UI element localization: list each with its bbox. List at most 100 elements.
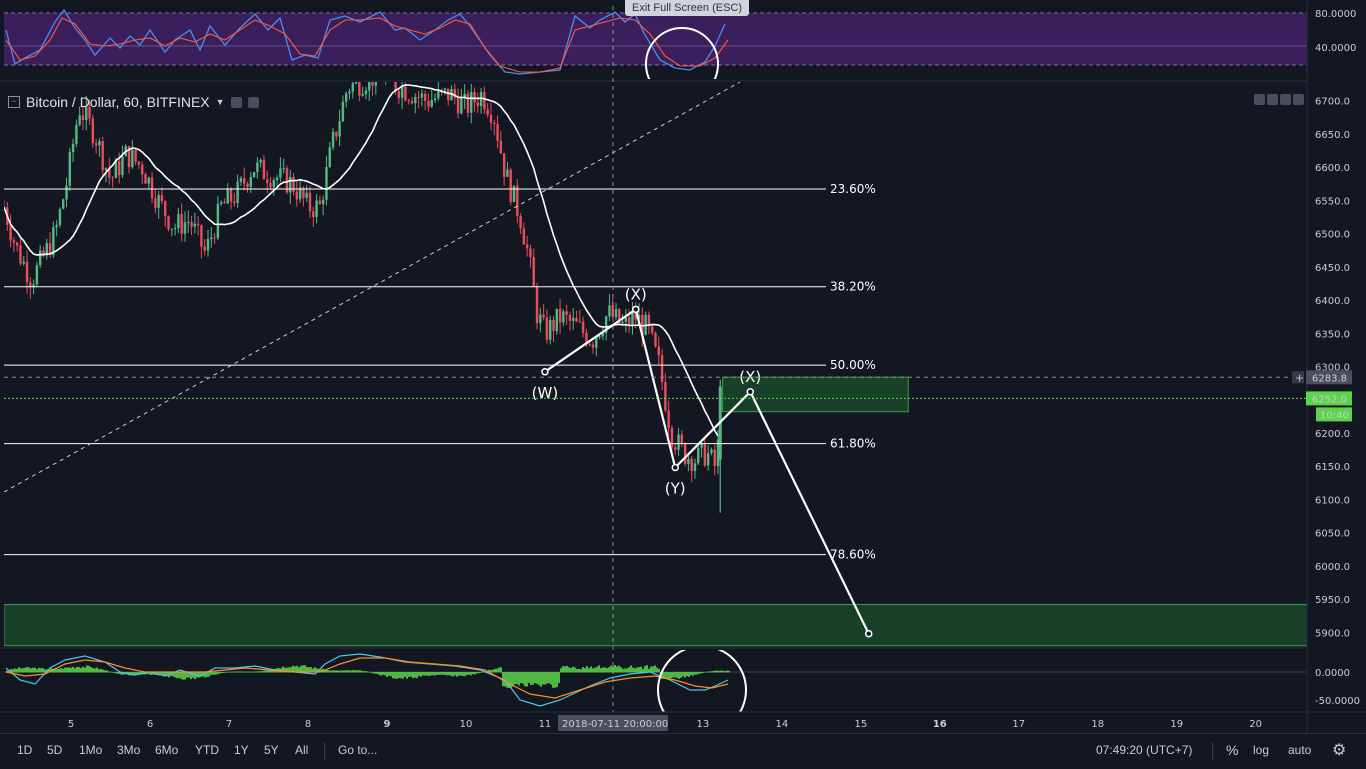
candle-body (75, 124, 78, 144)
timeframe-all[interactable]: All (295, 743, 309, 757)
macd-histogram-bar (358, 670, 360, 673)
candle-body (463, 93, 466, 99)
timeframe-5y[interactable]: 5Y (264, 743, 279, 757)
macd-histogram-bar (608, 667, 610, 673)
auto-toggle[interactable]: auto (1288, 743, 1312, 757)
wave-point (864, 629, 873, 638)
macd-histogram-bar (72, 666, 74, 673)
price-tick-label: 6200.0 (1315, 429, 1350, 440)
candle-body (374, 82, 378, 86)
candle-body (140, 164, 144, 175)
macd-histogram-bar (474, 672, 476, 675)
candle-body (249, 177, 252, 187)
candle-body (338, 121, 341, 137)
timeframe-6mo[interactable]: 6Mo (155, 743, 179, 757)
candle-body (157, 195, 160, 208)
macd-histogram (6, 665, 730, 688)
symbol-title[interactable]: Bitcoin / Dollar, 60, BITFINEX (26, 94, 210, 110)
price-pane[interactable]: 23.60% 38.20% 50.00% 61.80% 78.60% (W) (X) (Y)… (3, 51, 1307, 647)
candle-body (420, 93, 424, 98)
macd-histogram-bar (266, 670, 268, 673)
candle-body (516, 185, 519, 216)
wave-label: (W) (532, 384, 559, 402)
macd-histogram-bar (632, 667, 634, 673)
macd-histogram-bar (348, 670, 350, 673)
log-toggle[interactable]: log (1253, 743, 1270, 757)
macd-histogram-bar (148, 672, 150, 675)
macd-histogram-bar (78, 667, 80, 673)
pane-buttons (1254, 94, 1304, 105)
candle-body (164, 201, 167, 217)
candle-body (269, 183, 272, 188)
macd-histogram-bar (436, 672, 438, 675)
macd-histogram-bar (666, 672, 668, 678)
percent-toggle[interactable]: % (1226, 742, 1239, 758)
macd-histogram-bar (540, 672, 542, 687)
macd-histogram-bar (102, 669, 104, 673)
timeframe-ytd[interactable]: YTD (195, 743, 219, 757)
candle-body (562, 311, 565, 323)
move-down-icon[interactable] (1267, 94, 1278, 105)
candle-body (206, 239, 210, 251)
timeframe-3mo[interactable]: 3Mo (117, 743, 141, 757)
macd-histogram-bar (556, 672, 558, 688)
time-tick-label: 17 (1012, 719, 1025, 730)
rsi-highlight-circle (645, 27, 719, 79)
candle-body (433, 98, 437, 101)
macd-histogram-bar (88, 665, 90, 673)
candle-body (545, 317, 549, 340)
macd-histogram-bar (590, 666, 592, 673)
candle-body (670, 427, 674, 448)
maximize-icon[interactable] (1280, 94, 1291, 105)
macd-histogram-bar (384, 672, 386, 676)
macd-histogram-bar (588, 668, 590, 673)
macd-histogram-bar (548, 672, 550, 684)
macd-histogram-bar (680, 672, 682, 678)
clock-timezone[interactable]: 07:49:20 (UTC+7) (1096, 743, 1193, 757)
price-tick-label: 6600.0 (1315, 163, 1350, 174)
timeframe-1y[interactable]: 1Y (234, 743, 249, 757)
timeframe-1d[interactable]: 1D (17, 743, 33, 757)
candle-body (29, 282, 32, 288)
candle-body (417, 97, 420, 99)
move-up-icon[interactable] (1254, 94, 1265, 105)
macd-histogram-bar (298, 667, 300, 673)
macd-histogram-bar (116, 672, 118, 674)
candle-body (674, 447, 677, 450)
source-icon[interactable] (247, 96, 259, 108)
macd-histogram-bar (114, 672, 116, 674)
exit-fullscreen-button[interactable]: Exit Full Screen (ESC) (625, 0, 749, 16)
gear-icon[interactable]: ⚙ (1332, 742, 1347, 759)
candle-body (532, 257, 535, 287)
close-icon[interactable] (1293, 94, 1304, 105)
price-axis[interactable]: 6700.0 6650.0 6600.0 6550.0 6500.0 6450.0 6400… (1315, 97, 1350, 640)
symbol-legend[interactable]: − Bitcoin / Dollar, 60, BITFINEX ▼ (8, 94, 259, 110)
macd-histogram-bar (710, 671, 712, 673)
candle-body (358, 82, 361, 96)
macd-histogram-bar (294, 666, 296, 673)
timeframe-5d[interactable]: 5D (47, 743, 63, 757)
collapse-icon[interactable]: − (8, 96, 20, 108)
candle-body (591, 344, 595, 348)
macd-histogram-bar (40, 668, 42, 673)
goto-button[interactable]: Go to... (338, 743, 378, 757)
macd-histogram-bar (62, 668, 64, 673)
rsi-pane[interactable] (4, 8, 1307, 100)
macd-pane[interactable] (4, 653, 1307, 707)
macd-histogram-bar (428, 672, 430, 677)
timeframe-1mo[interactable]: 1Mo (79, 743, 103, 757)
macd-histogram-bar (380, 672, 382, 676)
macd-histogram-bar (640, 666, 642, 673)
macd-histogram-bar (464, 672, 466, 677)
candle-body (506, 169, 509, 177)
candle-body (236, 181, 239, 203)
price-tick-label: 6300.0 (1315, 362, 1350, 373)
settings-icon[interactable] (230, 96, 242, 108)
price-tick-label: 6700.0 (1315, 97, 1350, 108)
candle-body (259, 159, 262, 163)
macd-histogram-bar (314, 667, 316, 673)
candle-body (266, 179, 269, 184)
candle-body (108, 168, 111, 178)
caret-down-icon[interactable]: ▼ (215, 97, 225, 107)
